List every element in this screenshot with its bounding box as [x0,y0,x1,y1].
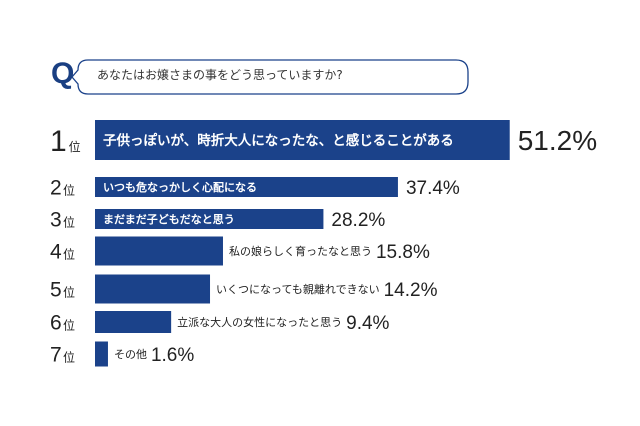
bar-category-label: いくつになっても親離れできない [216,282,380,296]
rank-suffix: 位 [63,247,75,262]
bar-category-label: 私の娘らしく育ったなと思う [229,244,372,258]
bar-value-label: 51.2% [518,125,597,156]
rank-suffix: 位 [63,350,75,365]
rank-number: 3 [50,209,62,232]
bar-category-label: まだまだ子どもだなと思う [103,213,235,226]
bar [95,236,223,266]
bar [95,311,172,333]
question-bubble [72,59,469,95]
bar-value-label: 1.6% [151,345,194,366]
rank-number: 6 [50,312,62,335]
rank-number: 4 [50,241,62,264]
bar-value-label: 15.8% [376,242,430,263]
question-bubble-outline [72,59,469,95]
rank-suffix: 位 [63,285,75,300]
rank-suffix: 位 [63,215,75,230]
bar-category-label: 子供っぽいが、時折大人になったな、と感じることがある [103,132,454,149]
bar-category-label: その他 [114,348,147,361]
bar-value-label: 9.4% [346,313,389,334]
rank-number: 2 [50,177,62,200]
bar-category-label: いつも危なっかしく心配になる [103,180,257,194]
question-marker: Q [51,57,75,90]
bar-value-label: 28.2% [331,210,385,231]
rank-suffix: 位 [63,183,75,198]
bar [95,209,324,229]
question-text: あなたはお嬢さまの事をどう思っていますか? [97,68,343,82]
bar-category-label: 立派な大人の女性になったと思う [177,315,342,329]
rank-suffix: 位 [63,318,75,333]
rank-suffix: 位 [69,139,81,154]
rank-number: 7 [50,344,62,367]
bar [95,120,510,160]
bar [95,274,211,304]
bar [95,341,108,367]
bar-value-label: 14.2% [384,280,438,301]
rank-number: 5 [50,279,62,302]
bar [95,177,398,197]
bar-value-label: 37.4% [406,178,460,199]
rank-number: 1 [50,125,67,158]
